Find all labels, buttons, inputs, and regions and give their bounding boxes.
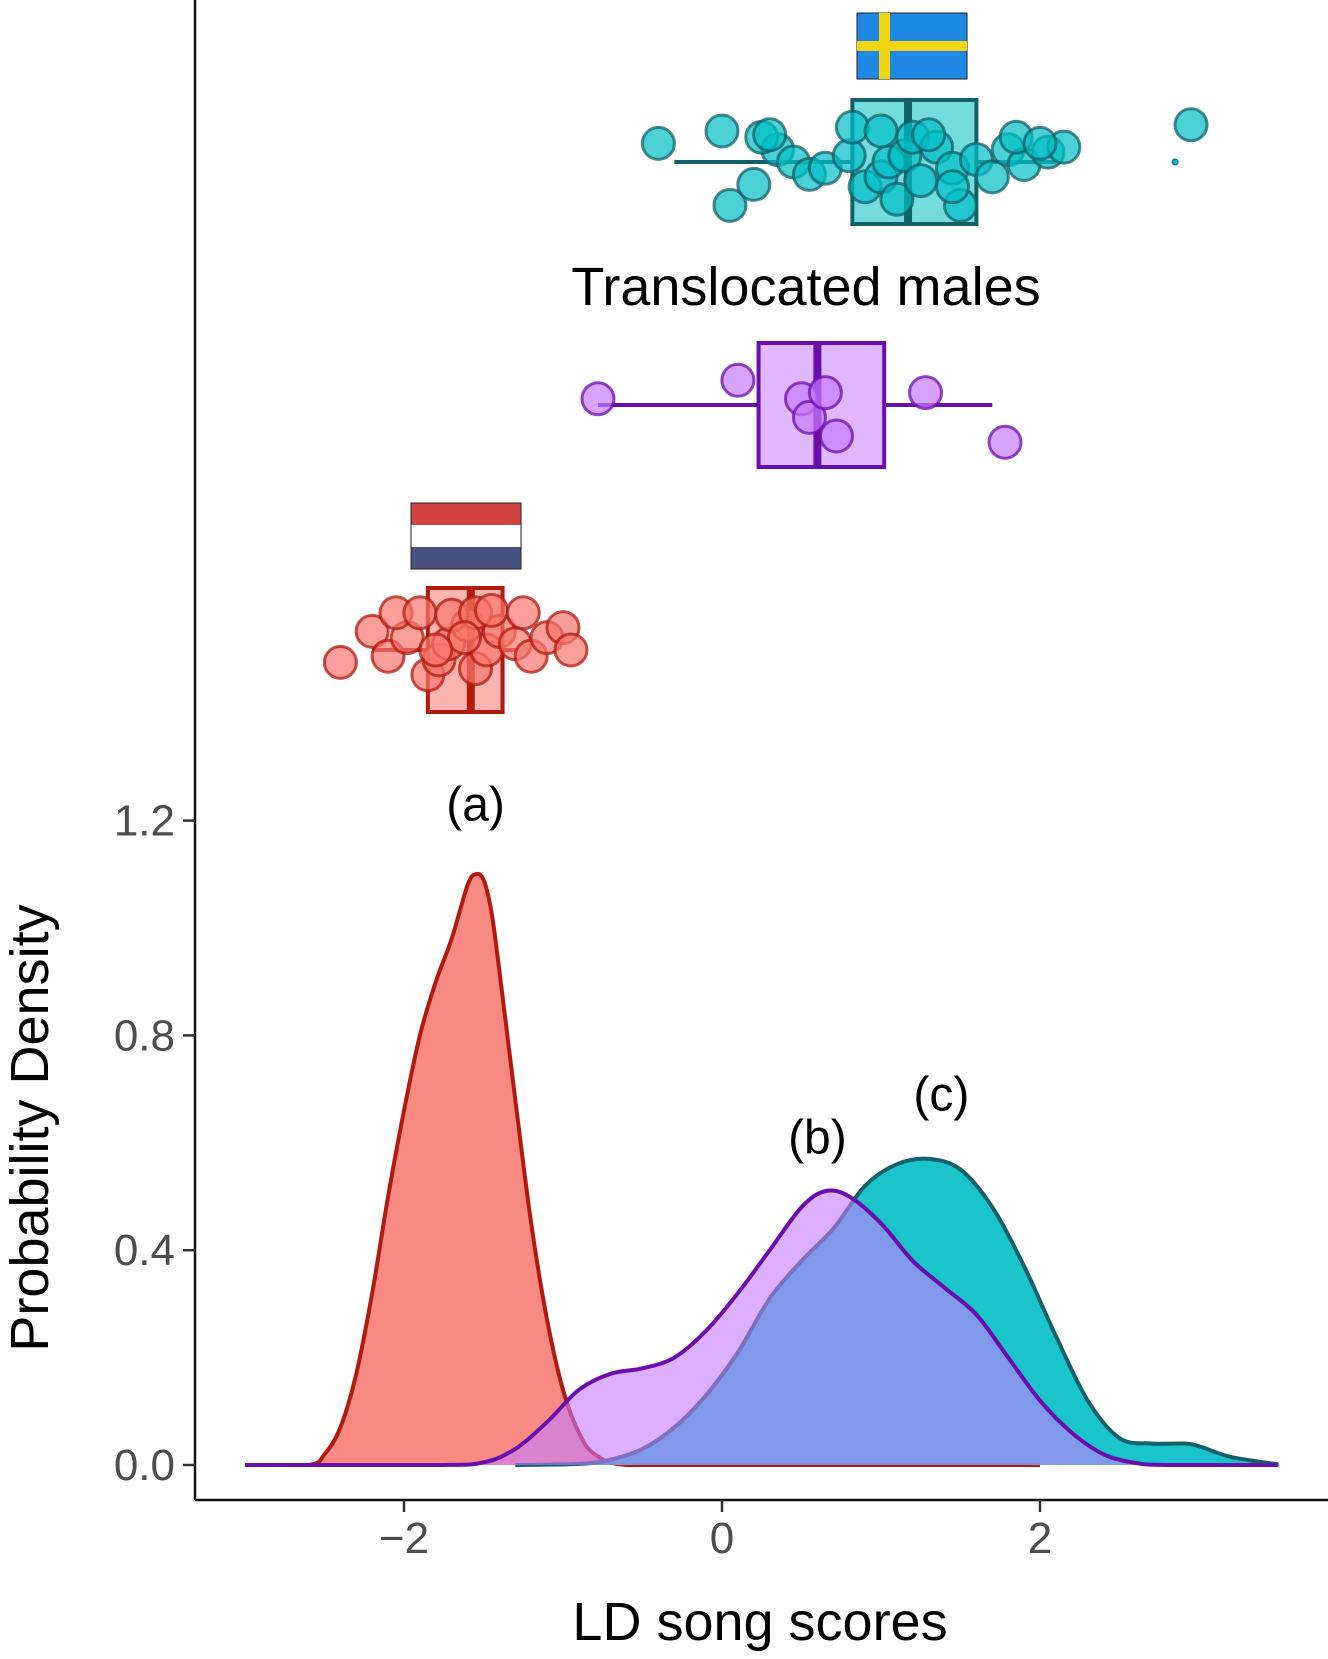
y-axis-title: Probability Density bbox=[0, 904, 60, 1351]
boxplot-point-translocated-males bbox=[818, 418, 854, 454]
x-tick-label: 2 bbox=[1028, 1514, 1052, 1563]
density-annotation-translocated-males: (b) bbox=[788, 1112, 847, 1165]
x-axis-title: LD song scores bbox=[572, 1592, 947, 1652]
x-axis-ticks: −2 0 2 bbox=[379, 1500, 1052, 1563]
boxplot-point-netherlands bbox=[354, 613, 390, 649]
boxplot-point-netherlands bbox=[402, 595, 438, 631]
boxplot-point-translocated-males bbox=[807, 375, 843, 411]
translocated-males-label: Translocated males bbox=[571, 257, 1040, 317]
boxplot-point-sweden bbox=[863, 113, 899, 149]
boxplot-point-sweden bbox=[712, 187, 748, 223]
density-annotation-sweden: (c) bbox=[913, 1069, 969, 1122]
density-area-translocated-males bbox=[245, 1190, 1279, 1465]
y-tick-label: 0.4 bbox=[114, 1226, 175, 1275]
density-line-translocated-males bbox=[245, 1188, 1279, 1468]
boxplot-point-sweden bbox=[831, 138, 867, 174]
y-tick-label: 0.8 bbox=[114, 1011, 175, 1060]
boxplot-point-translocated-males bbox=[580, 381, 616, 417]
boxplot-point-sweden bbox=[911, 117, 947, 153]
y-tick-label: 1.2 bbox=[114, 797, 175, 846]
boxplot-point-translocated-males bbox=[987, 424, 1023, 460]
boxplot-point-translocated-males bbox=[720, 362, 756, 398]
boxplot-point-sweden bbox=[834, 109, 870, 145]
boxplot-panel bbox=[322, 98, 1209, 714]
y-tick-label: 0.0 bbox=[114, 1441, 175, 1490]
x-tick-label: −2 bbox=[379, 1514, 429, 1563]
boxplot-point-translocated-males bbox=[791, 399, 827, 435]
boxplot-point-translocated-males bbox=[908, 375, 944, 411]
boxplot-point-netherlands bbox=[553, 632, 589, 668]
boxplot-point-sweden bbox=[879, 181, 915, 217]
density-area-netherlands bbox=[245, 873, 1040, 1465]
y-axis-ticks: 0.0 0.4 0.8 1.2 bbox=[114, 797, 195, 1490]
boxplot-point-netherlands bbox=[418, 632, 454, 668]
sweden-flag bbox=[856, 12, 968, 80]
x-tick-label: 0 bbox=[710, 1514, 734, 1563]
boxplot-point-sweden bbox=[704, 113, 740, 149]
boxplot-point-sweden bbox=[903, 163, 939, 199]
boxplot-point-netherlands bbox=[446, 620, 482, 656]
density-annotation-netherlands: (a) bbox=[446, 779, 505, 832]
density-annotations: (a) (c) (b) bbox=[446, 779, 969, 1165]
boxplot-point-sweden bbox=[736, 166, 772, 202]
density-panel bbox=[245, 871, 1279, 1468]
netherlands-flag bbox=[410, 502, 522, 570]
boxplot-point-netherlands bbox=[473, 592, 509, 628]
boxplot-outlier-sweden bbox=[1171, 158, 1179, 166]
boxplot-point-sweden bbox=[640, 125, 676, 161]
boxplot-point-sweden bbox=[935, 169, 971, 205]
boxplot-point-netherlands bbox=[505, 595, 541, 631]
boxplot-point-sweden bbox=[1022, 125, 1058, 161]
boxplot-point-sweden bbox=[974, 159, 1010, 195]
boxplot-point-netherlands bbox=[322, 644, 358, 680]
boxplot-point-sweden bbox=[752, 117, 788, 153]
boxplot-point-sweden bbox=[1173, 107, 1209, 143]
